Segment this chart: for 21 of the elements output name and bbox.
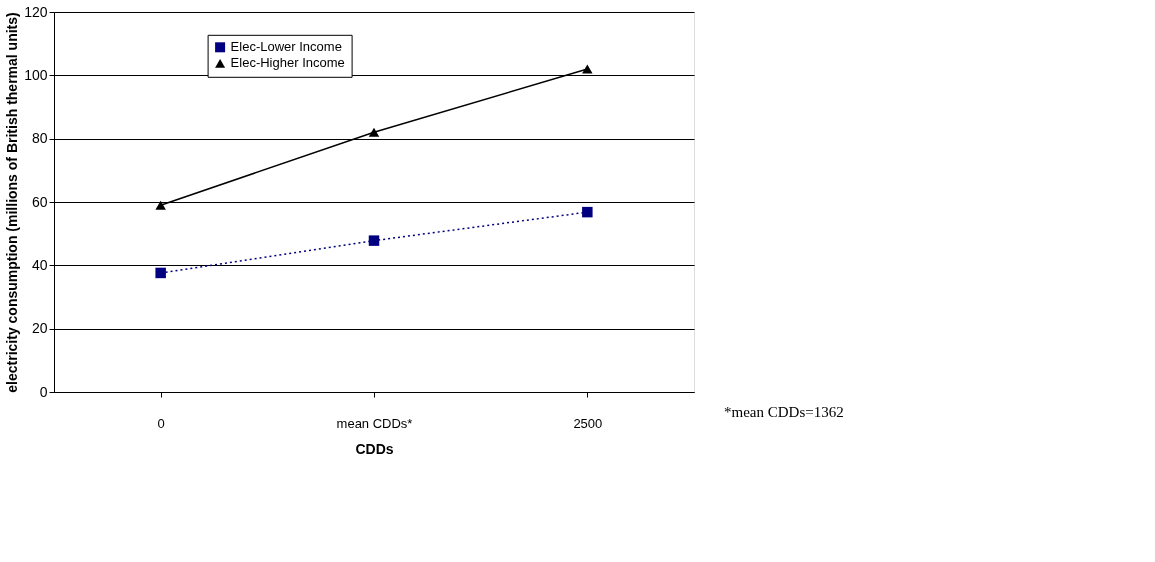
point <box>368 235 380 246</box>
y-tick-label: 0 <box>39 383 48 400</box>
legend-label: Elec-Higher Income <box>230 55 345 71</box>
y-tick-label: 40 <box>31 256 48 273</box>
y-tick-label: 100 <box>24 66 48 83</box>
text: *mean CDDs=1362 <box>724 404 844 420</box>
y-tick-label: 60 <box>31 193 48 210</box>
y-tick-label: 80 <box>31 130 48 147</box>
legend-label: Elec-Lower Income <box>230 39 342 55</box>
point <box>155 200 166 210</box>
y-axis-title: electricity consumption (millions of British thermal units) <box>4 12 21 393</box>
point <box>582 64 593 74</box>
point <box>368 127 380 137</box>
x-tick-label: 0 <box>157 415 165 431</box>
x-axis-title: CDDs <box>355 440 394 457</box>
y-tick-label: 120 <box>24 3 48 20</box>
point <box>155 267 166 279</box>
x-tick-label: mean CDDs* <box>336 415 413 431</box>
x-tick-label: 2500 <box>573 415 603 431</box>
y-tick-label: 20 <box>31 320 48 337</box>
point <box>582 206 593 218</box>
